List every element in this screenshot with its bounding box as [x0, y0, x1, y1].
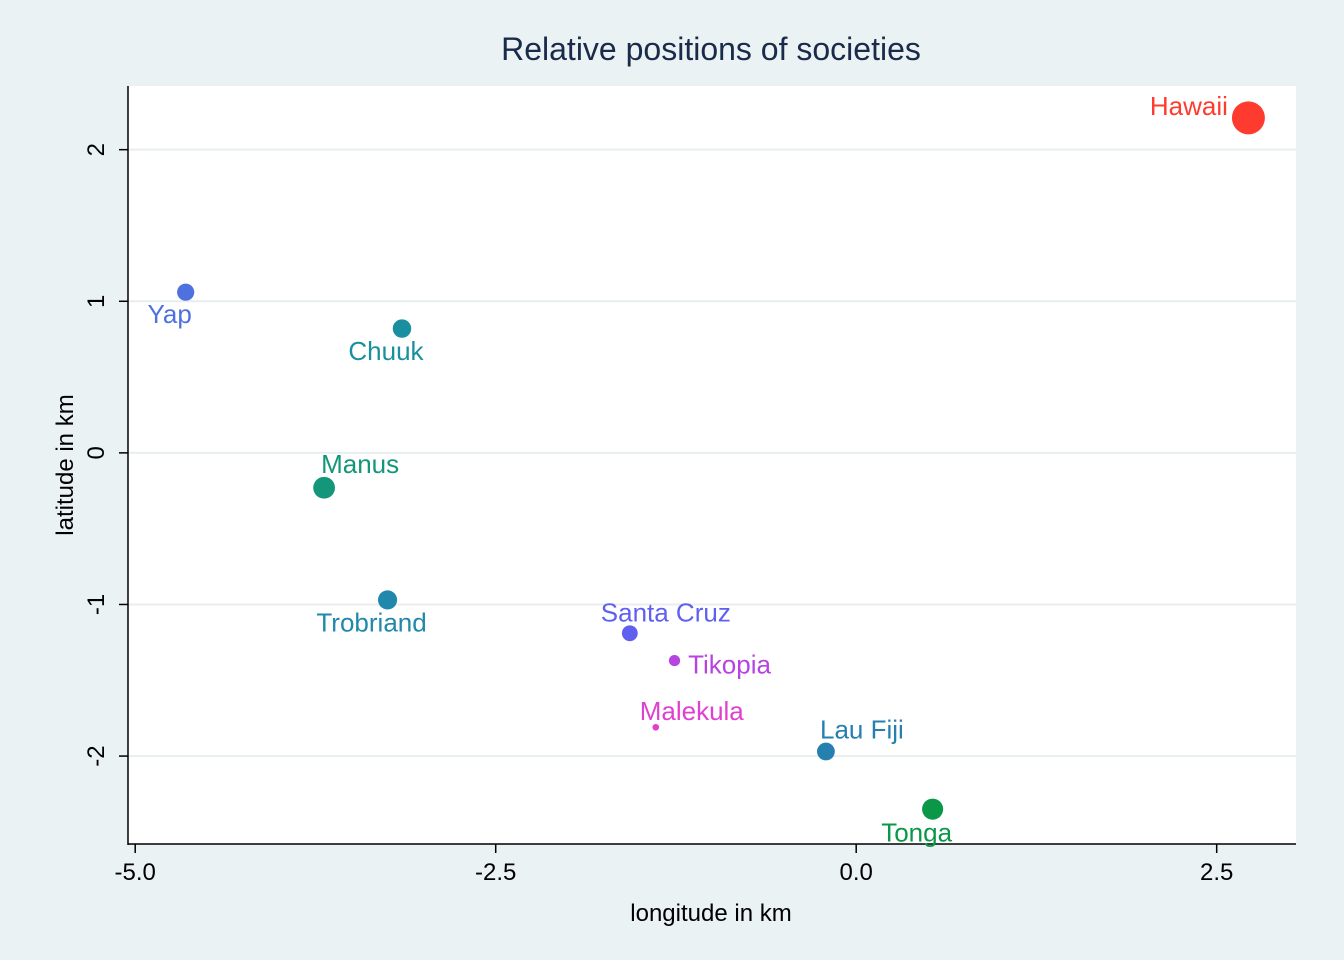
data-labels: Hawaii Yap Chuuk Manus Trobriand Santa Cruz Ti…	[148, 91, 1228, 848]
point-label: Tonga	[881, 818, 952, 848]
point-label: Chuuk	[348, 336, 424, 366]
y-axis-label: latitude in km	[52, 394, 79, 535]
point-tonga	[922, 798, 944, 820]
x-tick-label: -2.5	[475, 859, 516, 886]
y-tick-label: 2	[83, 143, 110, 156]
x-tick-label: 0.0	[840, 859, 873, 886]
point-label: Hawaii	[1150, 91, 1228, 121]
point-manus	[313, 476, 335, 499]
axes: -5.0 -2.5 0.0 2.5 -2 -1 0 1 2	[83, 86, 1296, 886]
x-tick-label: 2.5	[1200, 859, 1233, 886]
data-points	[177, 101, 1265, 820]
y-tick-label: -2	[83, 745, 110, 766]
x-tick-label: -5.0	[115, 859, 156, 886]
x-axis-label: longitude in km	[630, 900, 791, 927]
point-label: Malekula	[640, 696, 745, 726]
y-tick-label: -1	[83, 594, 110, 615]
point-hawaii	[1231, 101, 1265, 135]
point-malekula	[652, 723, 660, 731]
point-tikopia	[668, 654, 681, 667]
point-label: Tikopia	[688, 650, 771, 680]
plot-area	[128, 86, 1296, 844]
point-label: Santa Cruz	[601, 597, 731, 627]
point-santa-cruz	[621, 625, 638, 642]
y-tick-label: 1	[83, 295, 110, 308]
point-label: Lau Fiji	[820, 715, 904, 745]
point-label: Yap	[148, 299, 192, 329]
chart-title: Relative positions of societies	[501, 31, 921, 67]
point-chuuk	[392, 319, 412, 338]
point-label: Trobriand	[316, 607, 426, 637]
point-trobriand	[377, 590, 398, 610]
point-label: Manus	[321, 449, 399, 479]
y-tick-label: 0	[83, 446, 110, 459]
point-lau-fiji	[817, 742, 835, 761]
point-yap	[177, 283, 195, 301]
gridlines	[128, 148, 1296, 758]
